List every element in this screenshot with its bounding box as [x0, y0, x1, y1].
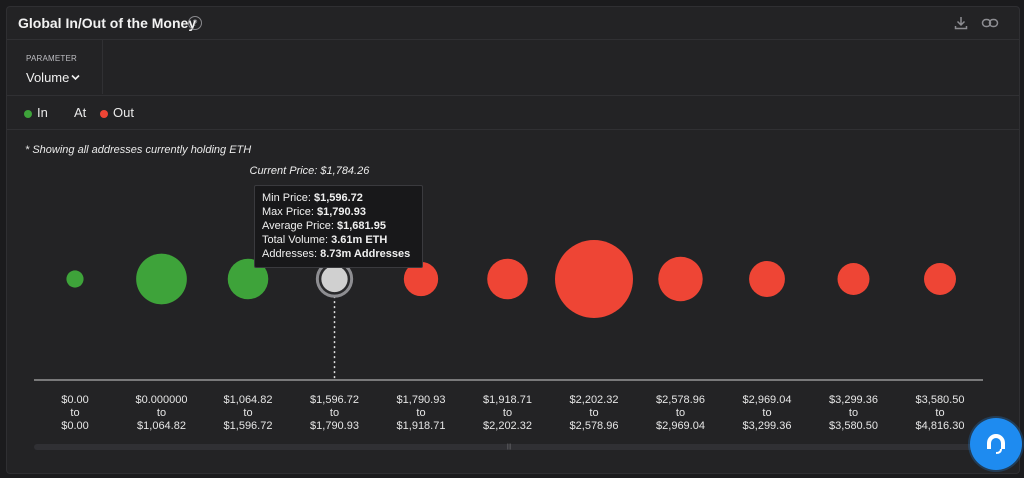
bubble[interactable] [66, 270, 84, 288]
horizontal-scrollbar[interactable] [34, 444, 986, 450]
x-tick-label: to [849, 407, 858, 419]
x-tick-label: $3,299.36 [743, 420, 792, 432]
x-tick-label: to [589, 407, 598, 419]
tooltip-line-max-price: Max Price: $1,790.93 [262, 206, 366, 218]
x-tick-label: to [416, 407, 425, 419]
parameter-selector[interactable]: PARAMETER Volume [7, 40, 103, 94]
x-tick-label: to [70, 407, 79, 419]
parameter-value[interactable]: Volume [26, 70, 70, 85]
legend-dot-in [24, 110, 32, 118]
x-tick-label: to [935, 407, 944, 419]
x-tick-label: $1,596.72 [224, 420, 273, 432]
x-tick-label: $2,969.04 [743, 394, 792, 406]
tooltip-line-addresses: Addresses: 8.73m Addresses [262, 248, 411, 260]
x-tick-label: to [503, 407, 512, 419]
chat-icon [987, 434, 1005, 454]
x-tick-label: to [330, 407, 339, 419]
x-tick-label: to [762, 407, 771, 419]
x-tick-label: $1,064.82 [137, 420, 186, 432]
bubble-fill [321, 265, 348, 293]
download-icon[interactable] [953, 15, 969, 31]
chevron-down-icon[interactable] [71, 74, 80, 81]
bubble[interactable] [837, 263, 870, 295]
bubble-chart: $0.00to$0.00$0.000000to$1,064.82$1,064.8… [34, 165, 983, 432]
chart-panel: Global In/Out of the Money ? PARAMETER V… [6, 6, 1020, 474]
bubble[interactable] [487, 258, 528, 300]
bubble[interactable] [136, 253, 187, 305]
x-tick-label: to [676, 407, 685, 419]
x-tick-label: $3,580.50 [916, 394, 965, 406]
chat-button[interactable] [970, 418, 1022, 470]
bubble[interactable] [227, 258, 269, 300]
x-tick-label: $0.00 [61, 420, 89, 432]
x-tick-label: $1,064.82 [224, 394, 273, 406]
x-tick-label: to [157, 407, 166, 419]
panel-header: Global In/Out of the Money ? [7, 7, 1019, 40]
bubble-tooltip: Min Price: $1,596.72 Max Price: $1,790.9… [254, 185, 423, 268]
x-tick-label: $1,918.71 [483, 394, 532, 406]
x-tick-label: to [243, 407, 252, 419]
x-tick-label: $1,596.72 [310, 394, 359, 406]
x-tick-label: $1,918.71 [397, 420, 446, 432]
bubble[interactable] [555, 240, 633, 318]
x-tick-label: $2,578.96 [656, 394, 705, 406]
x-tick-label: $2,202.32 [570, 394, 619, 406]
link-icon[interactable] [981, 15, 999, 31]
scrollbar-grip[interactable]: ||| [506, 444, 512, 450]
holding-note: * Showing all addresses currently holdin… [25, 144, 252, 156]
current-price-label: Current Price: $1,784.26 [250, 165, 371, 177]
bubble[interactable] [749, 261, 785, 297]
legend-item-in[interactable]: In [37, 105, 48, 120]
x-tick-label: $1,790.93 [310, 420, 359, 432]
x-tick-label: $3,580.50 [829, 420, 878, 432]
tooltip-line-average-price: Average Price: $1,681.95 [262, 220, 386, 232]
help-icon[interactable]: ? [188, 16, 202, 30]
x-tick-label: $4,816.30 [916, 420, 965, 432]
x-tick-label: $3,299.36 [829, 394, 878, 406]
bubble[interactable] [658, 256, 703, 302]
tooltip-line-min-price: Min Price: $1,596.72 [262, 192, 363, 204]
parameter-label: PARAMETER [26, 54, 77, 63]
tooltip-line-total-volume: Total Volume: 3.61m ETH [262, 234, 388, 246]
x-tick-label: $2,578.96 [570, 420, 619, 432]
x-tick-label: $0.00 [61, 394, 89, 406]
x-tick-label: $2,969.04 [656, 420, 705, 432]
page-title: Global In/Out of the Money [18, 15, 197, 31]
legend-item-out[interactable]: Out [113, 105, 134, 120]
bubble[interactable] [403, 261, 439, 297]
x-tick-label: $2,202.32 [483, 420, 532, 432]
legend: In At Out [7, 95, 1019, 130]
bubble[interactable] [924, 263, 956, 295]
legend-dot-out [100, 110, 108, 118]
x-tick-label: $1,790.93 [397, 394, 446, 406]
x-tick-label: $0.000000 [136, 394, 188, 406]
legend-item-at[interactable]: At [74, 105, 87, 120]
